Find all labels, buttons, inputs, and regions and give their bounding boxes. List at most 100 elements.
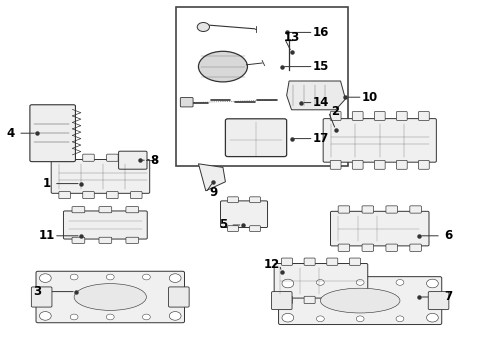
Circle shape bbox=[426, 279, 439, 288]
FancyBboxPatch shape bbox=[418, 161, 429, 169]
FancyBboxPatch shape bbox=[31, 287, 52, 307]
FancyBboxPatch shape bbox=[327, 296, 338, 303]
Text: 9: 9 bbox=[209, 186, 217, 199]
FancyBboxPatch shape bbox=[51, 159, 150, 193]
FancyBboxPatch shape bbox=[225, 119, 287, 157]
FancyBboxPatch shape bbox=[396, 112, 407, 120]
FancyBboxPatch shape bbox=[349, 258, 361, 265]
Text: 17: 17 bbox=[313, 132, 329, 145]
FancyBboxPatch shape bbox=[72, 207, 85, 213]
FancyBboxPatch shape bbox=[130, 192, 142, 199]
FancyBboxPatch shape bbox=[330, 211, 429, 246]
Circle shape bbox=[426, 313, 439, 322]
FancyBboxPatch shape bbox=[119, 151, 147, 169]
FancyBboxPatch shape bbox=[249, 226, 261, 231]
FancyBboxPatch shape bbox=[99, 237, 112, 243]
FancyBboxPatch shape bbox=[410, 244, 421, 251]
FancyBboxPatch shape bbox=[428, 292, 449, 310]
FancyBboxPatch shape bbox=[227, 197, 239, 203]
FancyBboxPatch shape bbox=[72, 237, 85, 243]
FancyBboxPatch shape bbox=[418, 112, 429, 120]
Circle shape bbox=[170, 274, 181, 282]
FancyBboxPatch shape bbox=[281, 296, 293, 303]
Text: 6: 6 bbox=[444, 229, 452, 242]
Circle shape bbox=[282, 279, 294, 288]
Ellipse shape bbox=[197, 22, 210, 31]
Circle shape bbox=[70, 314, 78, 320]
Circle shape bbox=[356, 316, 364, 322]
FancyBboxPatch shape bbox=[36, 271, 184, 323]
FancyBboxPatch shape bbox=[352, 112, 363, 120]
Circle shape bbox=[39, 311, 51, 320]
Bar bbox=[176, 7, 348, 166]
FancyBboxPatch shape bbox=[278, 276, 442, 325]
FancyBboxPatch shape bbox=[220, 201, 268, 228]
Circle shape bbox=[396, 316, 404, 322]
FancyBboxPatch shape bbox=[64, 211, 147, 239]
Polygon shape bbox=[198, 164, 225, 191]
FancyBboxPatch shape bbox=[274, 264, 368, 298]
Circle shape bbox=[143, 274, 150, 280]
FancyBboxPatch shape bbox=[374, 112, 385, 120]
Text: 10: 10 bbox=[362, 91, 378, 104]
FancyBboxPatch shape bbox=[330, 112, 341, 120]
FancyBboxPatch shape bbox=[362, 244, 373, 251]
FancyBboxPatch shape bbox=[304, 296, 315, 303]
FancyBboxPatch shape bbox=[374, 161, 385, 169]
Text: 5: 5 bbox=[219, 219, 227, 231]
FancyBboxPatch shape bbox=[349, 296, 361, 303]
Text: 7: 7 bbox=[444, 291, 452, 303]
Circle shape bbox=[282, 313, 294, 322]
Ellipse shape bbox=[74, 284, 147, 310]
Text: 1: 1 bbox=[43, 177, 50, 190]
FancyBboxPatch shape bbox=[281, 258, 293, 265]
FancyBboxPatch shape bbox=[323, 119, 436, 162]
Circle shape bbox=[317, 316, 324, 322]
FancyBboxPatch shape bbox=[99, 207, 112, 213]
FancyBboxPatch shape bbox=[410, 206, 421, 213]
FancyBboxPatch shape bbox=[30, 105, 75, 162]
FancyBboxPatch shape bbox=[107, 192, 118, 199]
FancyBboxPatch shape bbox=[330, 161, 341, 169]
Circle shape bbox=[396, 279, 404, 285]
Ellipse shape bbox=[320, 288, 400, 313]
Text: 13: 13 bbox=[283, 31, 300, 44]
FancyBboxPatch shape bbox=[83, 154, 94, 161]
Ellipse shape bbox=[198, 51, 247, 82]
FancyBboxPatch shape bbox=[271, 292, 292, 310]
FancyBboxPatch shape bbox=[338, 206, 350, 213]
Circle shape bbox=[170, 311, 181, 320]
Text: 11: 11 bbox=[38, 229, 55, 242]
Circle shape bbox=[106, 314, 114, 320]
Circle shape bbox=[70, 274, 78, 280]
Circle shape bbox=[356, 279, 364, 285]
Text: 3: 3 bbox=[33, 285, 41, 298]
Text: 2: 2 bbox=[332, 105, 340, 118]
FancyBboxPatch shape bbox=[83, 192, 94, 199]
FancyBboxPatch shape bbox=[180, 98, 193, 107]
FancyBboxPatch shape bbox=[352, 161, 363, 169]
Circle shape bbox=[39, 274, 51, 282]
Circle shape bbox=[317, 279, 324, 285]
Text: 8: 8 bbox=[150, 154, 158, 167]
FancyBboxPatch shape bbox=[59, 192, 71, 199]
Circle shape bbox=[143, 314, 150, 320]
Text: 14: 14 bbox=[313, 96, 329, 109]
FancyBboxPatch shape bbox=[126, 207, 139, 213]
FancyBboxPatch shape bbox=[169, 287, 189, 307]
Text: 4: 4 bbox=[7, 127, 15, 140]
FancyBboxPatch shape bbox=[338, 244, 350, 251]
Polygon shape bbox=[287, 81, 345, 110]
FancyBboxPatch shape bbox=[304, 258, 315, 265]
FancyBboxPatch shape bbox=[249, 197, 261, 203]
Text: 12: 12 bbox=[264, 258, 280, 271]
FancyBboxPatch shape bbox=[396, 161, 407, 169]
Text: 15: 15 bbox=[313, 60, 329, 73]
FancyBboxPatch shape bbox=[386, 244, 397, 251]
FancyBboxPatch shape bbox=[227, 226, 239, 231]
FancyBboxPatch shape bbox=[59, 154, 71, 161]
FancyBboxPatch shape bbox=[327, 258, 338, 265]
FancyBboxPatch shape bbox=[126, 237, 139, 243]
FancyBboxPatch shape bbox=[362, 206, 373, 213]
FancyBboxPatch shape bbox=[130, 154, 142, 161]
